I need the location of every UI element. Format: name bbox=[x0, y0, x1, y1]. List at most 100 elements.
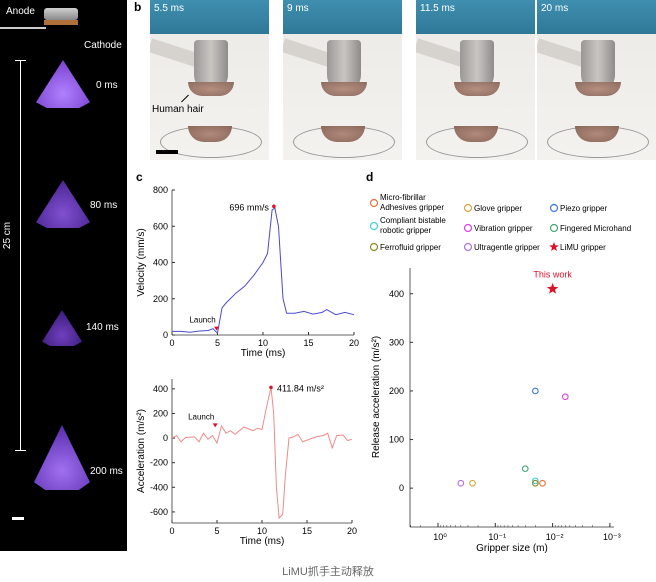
cathode-ring bbox=[44, 20, 78, 25]
scale-bar bbox=[12, 517, 24, 520]
data-point bbox=[532, 477, 539, 485]
x-tick-label: 10⁻² bbox=[546, 532, 564, 542]
y-axis-label: Velocity (mm/s) bbox=[136, 228, 147, 296]
y-axis-label: Acceleration (m/s²) bbox=[136, 409, 147, 493]
figure-caption: LiMU抓手主动释放 bbox=[282, 566, 374, 578]
x-tick-label: 10 bbox=[258, 338, 268, 348]
y-tick-label: 0 bbox=[399, 483, 404, 493]
y-tick-label: 400 bbox=[153, 384, 168, 394]
x-tick-label: 0 bbox=[169, 526, 174, 536]
data-point bbox=[469, 479, 476, 487]
y-tick-label: 400 bbox=[389, 289, 404, 299]
timestamp: 5.5 ms bbox=[154, 3, 185, 14]
launch-label: Launch bbox=[189, 316, 215, 325]
cathode-label: Cathode bbox=[84, 40, 122, 51]
gripper-device bbox=[44, 8, 78, 20]
x-tick-label: 10 bbox=[257, 526, 267, 536]
y-axis-label: Release acceleration (m/s²) bbox=[371, 336, 382, 458]
panel-d-label: d bbox=[366, 170, 373, 184]
frame-label: 200 ms bbox=[90, 466, 123, 477]
x-tick-label: 20 bbox=[347, 526, 357, 536]
legend-circle-icon bbox=[369, 242, 379, 252]
legend-circle-icon bbox=[463, 242, 473, 252]
x-axis-label: Time (ms) bbox=[240, 536, 285, 547]
x-tick-label: 15 bbox=[303, 338, 313, 348]
timestamp: 11.5 ms bbox=[420, 3, 455, 14]
data-line bbox=[172, 207, 355, 335]
photo-frame: 9 ms bbox=[283, 0, 402, 160]
release-acceleration-chart: 10⁰ 10⁻¹ 10⁻² 10⁻³ 0 100 200 300 400 Gripper size… bbox=[369, 193, 631, 554]
peak-label: 696 mm/s bbox=[229, 202, 269, 212]
peak-marker bbox=[269, 385, 273, 390]
y-tick-label: 600 bbox=[153, 221, 168, 231]
data-line bbox=[171, 387, 353, 520]
launch-marker bbox=[214, 326, 220, 331]
y-tick-label: 100 bbox=[389, 435, 404, 445]
y-tick-label: 400 bbox=[153, 258, 168, 268]
this-work-label: This work bbox=[533, 269, 572, 279]
legend-label: Piezo gripper bbox=[560, 204, 607, 213]
distance-tick-top bbox=[15, 60, 26, 61]
legend-circle-icon bbox=[369, 198, 379, 208]
legend-label: Glove gripper bbox=[474, 204, 522, 213]
photo-frame: 20 ms bbox=[537, 0, 656, 160]
distance-arrow bbox=[20, 60, 21, 450]
legend-label: Vibration gripper bbox=[474, 224, 533, 233]
timestamp: 9 ms bbox=[287, 3, 309, 14]
x-tick-label: 10⁻³ bbox=[603, 532, 621, 542]
frame-label: 140 ms bbox=[86, 322, 119, 333]
timestamp: 20 ms bbox=[541, 3, 569, 14]
panel-a-discharge-sequence: Anode Cathode 25 cm 0 ms 80 ms 140 ms 20… bbox=[0, 0, 127, 551]
y-tick-label: 200 bbox=[153, 408, 168, 418]
legend-circle-icon bbox=[549, 203, 559, 213]
y-tick-label: 300 bbox=[389, 337, 404, 347]
frame-label: 80 ms bbox=[90, 200, 118, 211]
x-tick-label: 15 bbox=[302, 526, 312, 536]
data-point bbox=[521, 465, 529, 473]
y-tick-label: -400 bbox=[150, 482, 168, 492]
panel-c-label: c bbox=[136, 170, 143, 184]
legend-label: Micro-fibrillar Adhesives gripper bbox=[380, 193, 444, 212]
y-tick-label: -200 bbox=[150, 458, 168, 468]
legend-circle-icon bbox=[463, 223, 473, 233]
y-tick-label: 0 bbox=[163, 433, 168, 443]
peak-label: 411.84 m/s² bbox=[277, 383, 324, 393]
y-tick-label: 800 bbox=[153, 185, 168, 195]
hair-label: Human hair bbox=[152, 104, 204, 115]
legend-circle-icon bbox=[463, 203, 473, 213]
x-tick-label: 5 bbox=[215, 338, 220, 348]
data-point bbox=[457, 479, 465, 487]
y-tick-label: -600 bbox=[150, 507, 168, 517]
x-tick-label: 0 bbox=[169, 338, 174, 348]
panel-b-label: b bbox=[134, 0, 142, 14]
x-tick-label: 5 bbox=[214, 526, 219, 536]
y-tick-label: 0 bbox=[163, 330, 168, 340]
peak-marker bbox=[272, 204, 276, 209]
launch-label: Launch bbox=[188, 412, 214, 421]
x-axis-label: Gripper size (m) bbox=[476, 543, 548, 554]
data-point bbox=[561, 393, 569, 401]
legend-label: Fingered Microhand bbox=[560, 224, 631, 233]
launch-marker bbox=[212, 423, 218, 428]
legend-label: Compliant bistable robotic gripper bbox=[380, 216, 446, 235]
x-tick-label: 10⁰ bbox=[433, 532, 447, 542]
data-point bbox=[532, 479, 539, 487]
frame-label: 0 ms bbox=[96, 80, 118, 91]
legend-label: Ferrofluid gripper bbox=[380, 243, 441, 252]
y-tick-label: 200 bbox=[153, 294, 168, 304]
x-axis-label: Time (ms) bbox=[241, 348, 286, 359]
data-point-star bbox=[546, 282, 559, 294]
x-tick-label: 10⁻¹ bbox=[488, 532, 506, 542]
legend-circle-icon bbox=[369, 221, 379, 231]
data-point bbox=[532, 387, 539, 395]
legend-circle-icon bbox=[549, 223, 559, 233]
scale-bar bbox=[156, 150, 178, 154]
photo-frame: 11.5 ms bbox=[416, 0, 535, 160]
y-tick-label: 200 bbox=[389, 386, 404, 396]
anode-label: Anode bbox=[6, 6, 35, 17]
x-tick-label: 20 bbox=[349, 338, 359, 348]
anode-wire bbox=[0, 27, 46, 29]
legend-label: Ultragentle gripper bbox=[474, 243, 540, 252]
